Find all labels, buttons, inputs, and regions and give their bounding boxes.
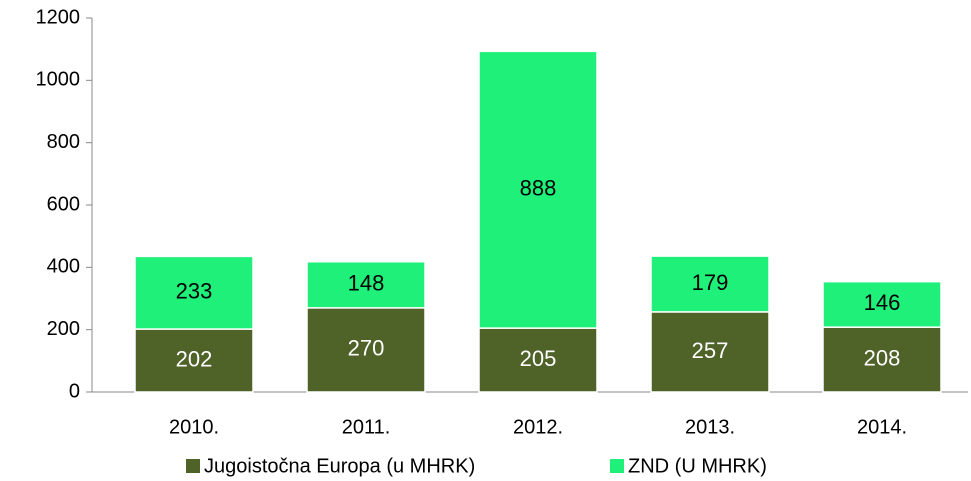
legend-swatch <box>186 459 200 473</box>
legend-swatch <box>610 459 624 473</box>
bar-segment <box>306 260 426 309</box>
data-label: 888 <box>520 176 557 201</box>
bar-segment <box>650 255 770 313</box>
y-tick-label: 400 <box>47 256 80 278</box>
y-tick-label: 1200 <box>36 6 81 28</box>
bar-segment <box>306 307 426 393</box>
legend-label: Jugoistočna Europa (u MHRK) <box>204 455 475 477</box>
bar-segment <box>134 328 254 393</box>
data-label: 257 <box>692 338 729 363</box>
bar-segment <box>650 311 770 393</box>
data-label: 233 <box>176 279 213 304</box>
x-tick-label: 2013. <box>685 416 735 438</box>
x-tick-label: 2010. <box>169 416 219 438</box>
y-tick-label: 1000 <box>36 69 81 91</box>
data-label: 179 <box>692 270 729 295</box>
data-label: 148 <box>348 271 385 296</box>
data-label: 208 <box>864 345 901 370</box>
legend-label: ZND (U MHRK) <box>628 455 767 477</box>
bar-segment <box>822 280 942 328</box>
data-label: 146 <box>864 290 901 315</box>
x-tick-label: 2014. <box>857 416 907 438</box>
data-label: 205 <box>520 346 557 371</box>
y-tick-label: 0 <box>69 380 80 402</box>
y-tick-label: 800 <box>47 131 80 153</box>
y-tick-label: 600 <box>47 193 80 215</box>
data-label: 202 <box>176 346 213 371</box>
bar-segment <box>822 326 942 393</box>
bar-segment <box>134 255 254 330</box>
y-tick-label: 200 <box>47 318 80 340</box>
x-tick-label: 2012. <box>513 416 563 438</box>
bar-segment <box>478 50 598 329</box>
data-label: 270 <box>348 336 385 361</box>
x-tick-label: 2011. <box>342 416 391 438</box>
